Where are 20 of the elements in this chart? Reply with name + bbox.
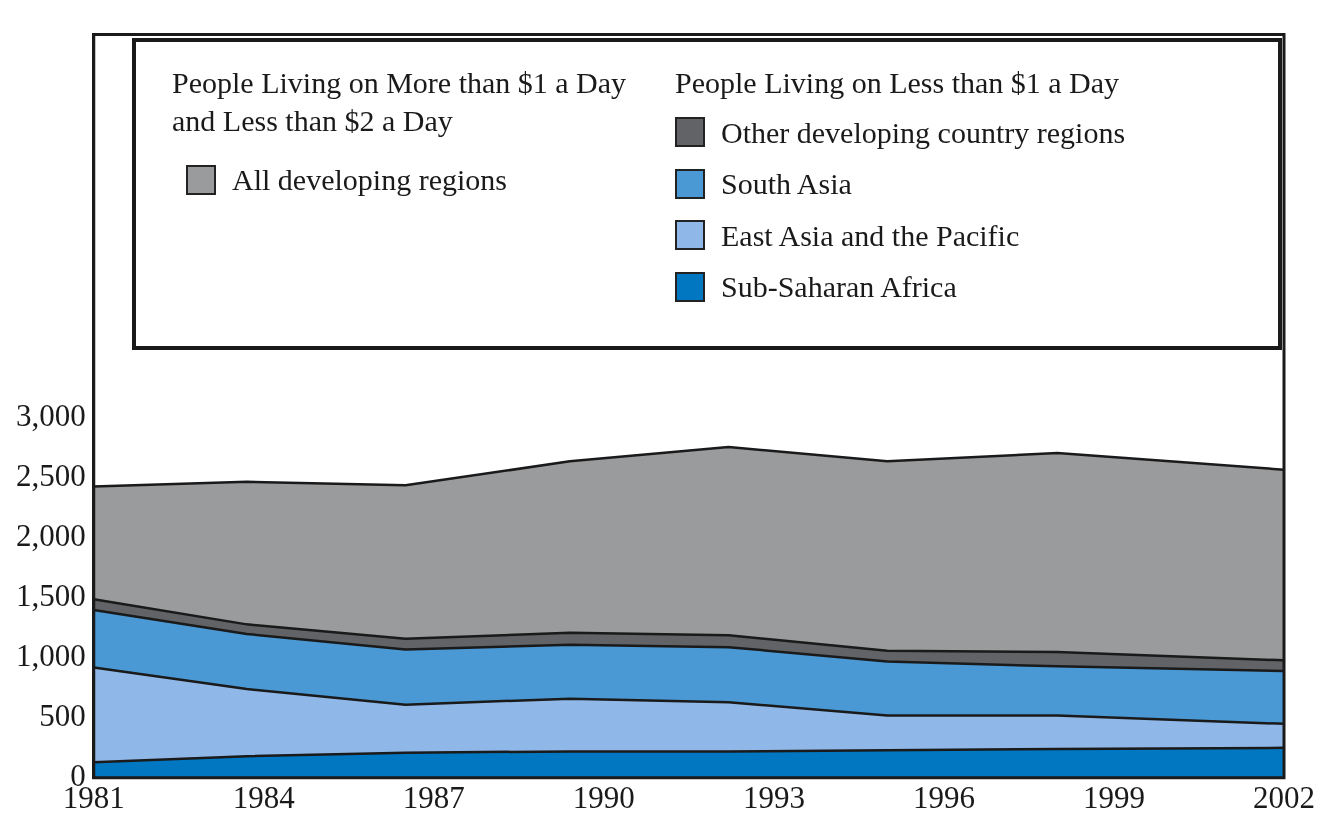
y-tick-label: 3,000 — [16, 398, 86, 434]
annotation: People Living on More than $1 a Day and Less than $2 a Day — [172, 65, 628, 139]
legend-label: Other developing country regions — [721, 114, 1126, 151]
legend-label: East Asia and the Pacific — [721, 217, 1020, 254]
y-tick-label: 1,000 — [16, 638, 86, 674]
legend-label: Sub-Saharan Africa — [721, 269, 957, 305]
x-tick-label: 1996 — [912, 779, 975, 815]
y-tick-label: 2,000 — [16, 518, 86, 554]
legend-label: South Asia — [721, 166, 852, 202]
x-tick-label: 1987 — [402, 779, 465, 815]
x-tick-label: 2002 — [1253, 779, 1315, 815]
x-tick-label: 1999 — [1082, 779, 1145, 815]
x-tick-label: 1990 — [572, 779, 635, 815]
y-tick-label: 2,500 — [16, 458, 86, 494]
y-tick-label: 1,500 — [16, 578, 86, 614]
x-tick-label: 1993 — [742, 779, 805, 815]
annotation: People Living on Less than $1 a Day — [675, 65, 1121, 101]
legend-label: All developing regions — [232, 162, 507, 198]
y-tick-label: 500 — [39, 698, 86, 734]
x-tick-label: 1984 — [232, 779, 296, 815]
